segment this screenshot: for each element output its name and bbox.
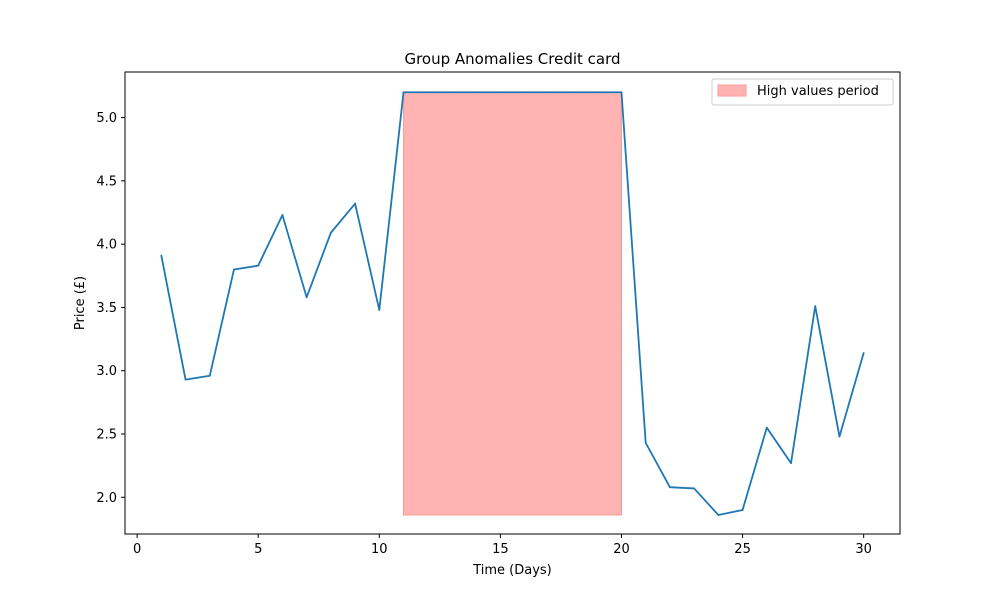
data-point bbox=[814, 305, 817, 308]
y-tick-label: 4.0 bbox=[96, 238, 117, 253]
legend: High values period bbox=[711, 78, 894, 106]
y-tick-label: 2.0 bbox=[96, 491, 117, 506]
data-point bbox=[644, 441, 647, 444]
data-point bbox=[669, 486, 671, 489]
data-point bbox=[717, 514, 720, 516]
data-point bbox=[281, 214, 284, 216]
data-point bbox=[184, 378, 187, 381]
shaded-region-layer bbox=[403, 91, 622, 516]
data-point bbox=[160, 254, 163, 257]
data-point bbox=[741, 509, 744, 511]
data-point bbox=[378, 309, 381, 311]
data-point bbox=[305, 296, 308, 299]
data-point bbox=[402, 91, 405, 94]
y-axis-ticks: 2.0 2.5 3.0 3.5 4.0 4.5 5.0 bbox=[96, 111, 125, 506]
data-point bbox=[426, 91, 429, 94]
x-tick-label: 15 bbox=[492, 542, 509, 557]
data-point bbox=[499, 91, 502, 94]
data-point bbox=[475, 91, 478, 94]
series-line-layer bbox=[160, 91, 865, 516]
data-point bbox=[790, 462, 792, 465]
legend-box bbox=[711, 78, 894, 106]
x-tick-label: 10 bbox=[371, 542, 388, 557]
y-tick-label: 3.0 bbox=[96, 364, 117, 379]
data-point bbox=[572, 91, 574, 94]
x-tick-label: 5 bbox=[254, 542, 262, 557]
plot-frame bbox=[124, 71, 901, 535]
shaded-region-high-values-period bbox=[403, 91, 622, 516]
data-point bbox=[693, 487, 696, 490]
y-tick-label: 3.5 bbox=[96, 301, 117, 316]
data-point bbox=[354, 202, 356, 205]
data-point bbox=[523, 91, 526, 94]
data-point bbox=[596, 91, 599, 94]
x-axis-label: Time (Days) bbox=[472, 563, 552, 578]
y-axis-label: Price (£) bbox=[73, 276, 88, 330]
data-point bbox=[620, 91, 623, 94]
x-axis-ticks: 0 5 10 15 20 25 30 bbox=[133, 534, 872, 557]
y-tick-label: 5.0 bbox=[96, 111, 117, 126]
data-point bbox=[208, 374, 211, 377]
series-line-0 bbox=[160, 91, 865, 516]
data-point bbox=[838, 435, 841, 438]
legend-swatch-high-values-period bbox=[717, 84, 747, 97]
x-tick-label: 30 bbox=[855, 542, 872, 557]
data-point bbox=[862, 352, 865, 354]
y-tick-label: 4.5 bbox=[96, 174, 117, 189]
legend-label-high-values-period: High values period bbox=[757, 84, 879, 99]
x-tick-label: 20 bbox=[613, 542, 630, 557]
data-point bbox=[765, 426, 768, 429]
data-point bbox=[547, 91, 550, 94]
data-point bbox=[451, 91, 453, 94]
y-tick-label: 2.5 bbox=[96, 428, 117, 443]
data-point bbox=[329, 231, 332, 234]
x-tick-label: 25 bbox=[734, 542, 751, 557]
x-tick-label: 0 bbox=[133, 542, 141, 557]
chart-title: Group Anomalies Credit card bbox=[404, 50, 620, 68]
data-point bbox=[233, 268, 235, 271]
data-point bbox=[257, 264, 260, 267]
